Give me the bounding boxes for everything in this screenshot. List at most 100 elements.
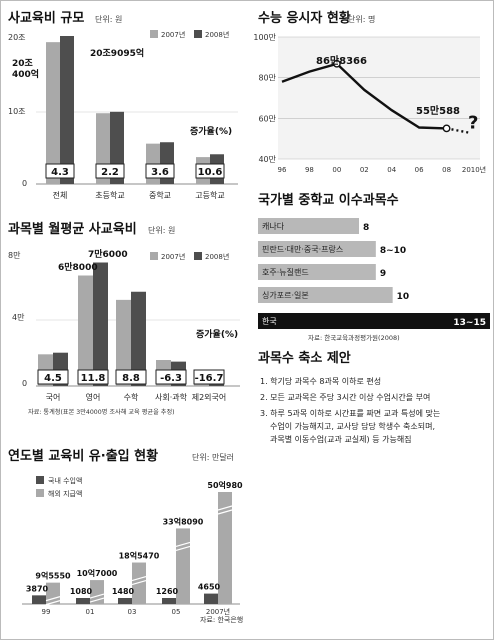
chart3-label-2008: 55만588 [416, 104, 460, 117]
chart4-source: 자료: 한국교육과정평가원(2008) [308, 333, 400, 342]
chart2-growth-value-2: 8.8 [122, 373, 140, 384]
chart1-growth-box-2 [145, 163, 175, 179]
chart5-legend-income-swatch [36, 476, 44, 484]
chart2-category-2: 수학 [124, 392, 139, 402]
panel-exam-applicants: 수능 응시자 현황 단위: 명 100만 80만 60만 40만 96 98 00 02 04… [253, 10, 486, 174]
chart4-category-2: 호주·뉴질랜드 [262, 267, 309, 277]
policy-item-3-cont-2: 과목별 이동수업(교과 교실제) 등 가능해짐 [270, 434, 412, 444]
chart1-ytick-0: 0 [22, 179, 27, 188]
chart1-unit: 단위: 원 [95, 14, 122, 24]
chart2-growth-value-1: 11.8 [81, 373, 106, 384]
chart3-xtick-4: 04 [387, 166, 396, 174]
chart3-xtick-7: 2010년 [462, 165, 486, 174]
chart3-plot-area [278, 37, 480, 159]
chart3-title: 수능 응시자 현황 [258, 10, 351, 26]
chart2-legend-2007-swatch [150, 252, 158, 260]
chart2-annotation-english-2008: 7만6000 [88, 248, 128, 260]
panel-policy-proposal: 과목수 축소 제안 1. 학기당 과목수 8과목 이하로 편성 2. 모든 교과… [258, 350, 440, 444]
chart4-bar-2 [258, 264, 376, 280]
policy-item-3: 3. 하루 5과목 이하로 시간표를 짜면 교과 특성에 맞는 [260, 408, 440, 418]
chart5-break-a-1 [89, 593, 105, 599]
chart5-income-label-2: 1480 [112, 587, 135, 596]
chart3-xtick-6: 08 [442, 166, 451, 174]
chart5-income-label-4: 4650 [198, 583, 221, 592]
panel-private-education-scale: 사교육비 규모 단위: 원 2007년 2008년 20조 10조 0 4.3 2… [8, 10, 238, 200]
chart5-bar-outgo-0 [46, 582, 60, 604]
chart5-category-1: 01 [86, 608, 95, 616]
chart5-break-b-1 [89, 597, 105, 603]
chart3-ytick-0: 100만 [253, 33, 276, 42]
chart5-bar-income-4 [204, 593, 218, 604]
policy-title: 과목수 축소 제안 [258, 350, 351, 366]
chart2-legend-2007: 2007년 [161, 252, 185, 261]
chart2-category-0: 국어 [46, 392, 61, 402]
chart2-title: 과목별 월평균 사교육비 [8, 221, 137, 237]
chart3-xtick-1: 98 [305, 166, 314, 174]
chart4-bar-1 [258, 241, 376, 257]
chart2-growth-box-3 [155, 369, 187, 385]
panel-education-flow: 연도별 교육비 유·출입 현황 단위: 만달러 국내 수입액 해외 지급액 38… [8, 448, 243, 624]
chart3-point-0 [332, 59, 341, 68]
panel-country-subjects: 국가별 중학교 이수과목수 캐나다 8 핀란드·대만·중국·프랑스 8~10 호주·뉴질… [258, 192, 490, 342]
panel-subject-monthly-cost: 과목별 월평균 사교육비 단위: 원 2007년 2008년 8만 4만 0 4… [8, 221, 240, 416]
chart2-ytick-0: 0 [22, 379, 27, 388]
chart5-break-a-3 [175, 541, 191, 547]
chart4-category-4: 한국 [262, 317, 277, 326]
chart1-category-3: 고등학교 [195, 190, 224, 200]
chart4-value-1: 8~10 [380, 246, 406, 256]
chart4-category-0: 캐나다 [262, 222, 285, 231]
chart1-legend-2008-swatch [194, 30, 202, 38]
chart2-bar-1-1 [93, 262, 108, 386]
chart2-bar-2-1 [131, 291, 146, 386]
chart3-projection-question: ? [468, 113, 478, 134]
chart2-growth-box-0 [37, 369, 69, 385]
chart5-bar-outgo-1 [90, 580, 104, 604]
chart1-ytick-10: 10조 [8, 107, 26, 116]
chart5-legend-outgo-swatch [36, 489, 44, 497]
chart2-source: 자료: 통계청(표본 3만4000명 조사해 교육 평균을 추정) [28, 408, 175, 416]
chart1-growth-box-0 [45, 163, 75, 179]
chart4-bar-4 [258, 313, 490, 329]
chart3-ytick-1: 80만 [258, 74, 276, 83]
chart2-legend-2008: 2008년 [205, 252, 229, 261]
chart4-value-3: 10 [397, 292, 410, 302]
policy-item-3-cont-1: 수업이 가능해지고, 교사당 담당 학생수 축소되며, [270, 421, 435, 431]
chart1-growth-value-2: 3.6 [151, 167, 169, 178]
chart3-label-2000: 86만8366 [316, 54, 367, 67]
chart5-category-2: 03 [128, 608, 137, 616]
chart5-outgo-label-3: 33억8090 [163, 516, 204, 526]
chart5-title: 연도별 교육비 유·출입 현황 [8, 448, 158, 464]
chart5-outgo-label-2: 18억5470 [119, 551, 160, 561]
chart5-category-4: 2007년 [206, 607, 230, 616]
chart4-bar-0 [258, 218, 359, 234]
chart5-bar-income-1 [76, 598, 90, 604]
chart4-value-2: 9 [380, 269, 386, 279]
chart1-growth-value-3: 10.6 [198, 167, 223, 178]
chart3-xtick-5: 06 [415, 166, 424, 174]
chart3-ytick-2: 60만 [258, 114, 276, 123]
chart2-ytick-8: 8만 [8, 251, 21, 260]
chart3-point-1 [442, 124, 451, 133]
chart1-ytick-20: 20조 [8, 33, 26, 42]
policy-item-1: 1. 학기당 과목수 8과목 이하로 편성 [260, 376, 381, 386]
chart5-break-b-0 [45, 600, 61, 606]
chart2-unit: 단위: 원 [148, 225, 175, 235]
chart3-xtick-2: 00 [332, 166, 341, 174]
chart2-category-3: 사회·과학 [155, 392, 188, 402]
chart1-category-0: 전체 [53, 190, 68, 200]
chart1-growth-box-1 [95, 163, 125, 179]
chart3-ytick-3: 40만 [258, 155, 276, 164]
chart3-unit: 단위: 명 [348, 14, 375, 24]
chart1-legend-2007-swatch [150, 30, 158, 38]
chart5-bar-outgo-4 [218, 492, 232, 604]
chart5-income-label-0: 3870 [26, 584, 49, 593]
chart1-title: 사교육비 규모 [8, 10, 84, 26]
chart5-break-a-0 [45, 596, 61, 602]
chart5-break-b-3 [175, 545, 191, 551]
chart2-category-1: 영어 [86, 392, 101, 402]
chart4-category-3: 싱가포르·일본 [262, 290, 309, 300]
chart4-bar-3 [258, 287, 393, 303]
chart5-break-b-4 [217, 509, 233, 515]
